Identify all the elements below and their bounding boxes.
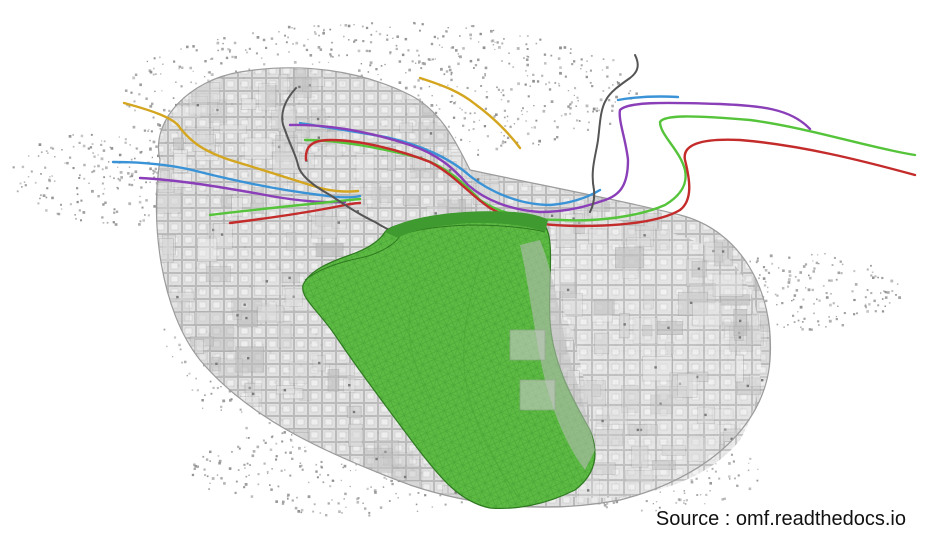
horizon-green <box>208 197 362 217</box>
horizon-purple-upper <box>288 101 812 214</box>
drillhole-right <box>589 54 639 213</box>
horizon-red-upper <box>304 138 917 228</box>
horizon-red <box>228 201 362 225</box>
geologic-horizons <box>111 76 917 228</box>
horizon-blue <box>111 160 362 199</box>
drillholes <box>281 54 639 233</box>
horizon-purple <box>138 176 347 204</box>
drillhole-left <box>281 87 399 233</box>
horizon-blue-right <box>616 95 680 102</box>
ore-body-surface <box>302 211 596 509</box>
horizon-yellow-upper <box>418 76 522 150</box>
horizon-yellow <box>122 101 360 193</box>
source-caption: Source : omf.readthedocs.io <box>656 508 906 530</box>
